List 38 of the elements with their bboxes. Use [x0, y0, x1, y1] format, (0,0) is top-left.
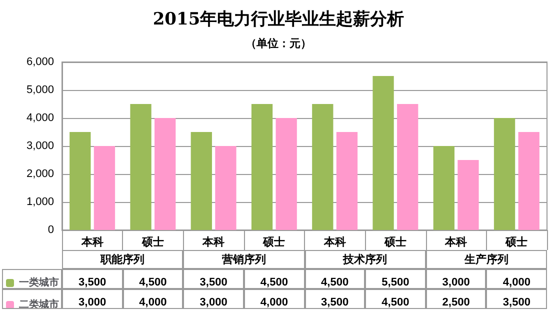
chart-subtitle: （单位：元）	[246, 37, 312, 50]
legend-label: 一类城市	[19, 276, 59, 288]
data-label: 4,000	[260, 296, 288, 308]
x-tick-label: 硕士	[383, 236, 406, 248]
data-label: 5,500	[382, 276, 410, 288]
x-tick-label: 本科	[202, 236, 225, 248]
data-label: 4,000	[502, 276, 530, 288]
y-tick-label: 0	[48, 224, 54, 236]
data-label: 4,500	[260, 276, 288, 288]
data-label: 3,000	[200, 296, 228, 308]
data-label: 4,500	[321, 276, 349, 288]
data-label: 4,500	[382, 296, 410, 308]
chart-title: 2015年电力行业毕业生起薪分析	[152, 10, 404, 30]
text: 生产序列	[426, 250, 547, 269]
x-tick-label: 本科	[444, 236, 468, 248]
text: 技术序列	[304, 250, 426, 269]
data-label: 4,000	[139, 296, 167, 308]
data-label: 3,500	[502, 296, 530, 308]
data-label: 4,500	[139, 276, 167, 288]
x-tick-label: 本科	[322, 236, 346, 248]
y-tick-label: 5,000	[26, 84, 54, 96]
data-label: 2,500	[442, 296, 470, 308]
y-tick-label: 6,000	[26, 56, 54, 68]
y-tick-label: 1,000	[26, 196, 54, 208]
text: 职能序列	[62, 250, 184, 269]
x-tick-label: 本科	[80, 236, 104, 248]
data-label: 3,500	[321, 296, 349, 308]
data-label: 3,000	[78, 296, 106, 308]
x-tick-label: 硕士	[140, 236, 164, 248]
data-label: 3,000	[442, 276, 470, 288]
text: 营销序列	[183, 250, 304, 269]
y-tick-label: 4,000	[26, 112, 54, 124]
x-tick-label: 硕士	[504, 236, 528, 248]
data-label: 3,500	[78, 276, 106, 288]
y-tick-label: 3,000	[26, 140, 54, 152]
x-tick-label: 硕士	[262, 236, 286, 248]
data-label: 3,500	[200, 276, 228, 288]
y-tick-label: 2,000	[26, 168, 54, 180]
